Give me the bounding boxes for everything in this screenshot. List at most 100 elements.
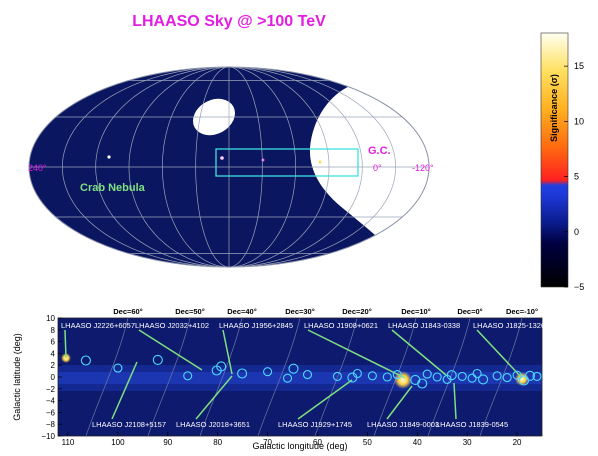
catalog-circle [332,371,342,381]
source-connector [64,329,67,359]
x-tick-label: 50 [363,438,372,447]
source-label-top: LHAASO J1956+2845 [219,321,293,330]
source-label-bottom: LHAASO J1849-0003 [367,420,439,429]
x-tick-label: 60 [313,438,322,447]
x-axis-label: Galactic longitude (deg) [252,441,347,451]
source-connector [111,361,138,420]
catalog-circle [302,370,313,380]
source-connector [453,382,457,420]
catalog-circle [282,373,293,383]
dec-line [85,318,129,436]
source-label-top: LHAASO J1825-1326 [473,321,545,330]
source-connector [476,329,523,379]
x-tick-label: 110 [62,438,75,447]
y-tick-label: −6 [46,408,56,417]
y-tick-label: 4 [51,349,56,358]
y-tick-label: 8 [51,326,56,335]
catalog-circle [442,374,452,384]
all-sky-map: LHAASO Sky @ >100 TeV G.C. Crab Nebula 2… [28,13,434,268]
sky-border [28,66,430,268]
catalog-circle [472,368,482,379]
gc-label: G.C. [368,145,391,157]
sky-hotspots [107,155,356,165]
dec-label: Dec=10° [401,307,430,316]
source-circle [80,355,91,366]
dec-label: Dec=20° [342,307,371,316]
catalog-circle [502,373,512,383]
source-connector [138,329,203,371]
colorbar-tick-label: 0 [574,227,579,237]
source-circle [417,378,428,389]
x-tick-label: 90 [163,438,172,447]
source-circle [478,374,489,385]
y-tick-label: −10 [41,432,55,441]
catalog-circle [392,370,402,380]
x-tick-label: 20 [513,438,522,447]
colorbar-tick-label: 10 [574,116,584,126]
y-tick-label: 0 [51,373,56,382]
dec-line [479,318,523,436]
dec-label: Dec=50° [175,307,204,316]
dec-label: Dec=60° [113,307,142,316]
source-label-top: LHAASO J2032+4102 [135,321,209,330]
dec-line [257,318,301,436]
x-tick-label: 70 [263,438,272,447]
dec-label: Dec=-10° [506,307,538,316]
y-tick-label: −2 [46,385,56,394]
source-label-bottom: LHAASO J2018+3651 [176,420,250,429]
catalog-circle [532,371,542,381]
catalog-circle [512,370,522,380]
source-connector [297,379,353,420]
lon-label-0: 0° [373,163,382,173]
dec-label: Dec=40° [227,307,256,316]
source-circle [288,363,299,374]
y-tick-label: 6 [51,338,56,347]
chart-title: LHAASO Sky @ >100 TeV [132,13,326,30]
catalog-circle [183,371,193,381]
galactic-plane-box [215,148,359,177]
lon-label-240: 240° [28,163,47,173]
catalog-circle [113,363,123,373]
y-tick-label: 2 [51,361,56,370]
dec-line [199,318,243,436]
crab-label: Crab Nebula [80,182,146,194]
colorbar-tick-label: 15 [574,61,584,71]
source-label-top: LHAASO J1843-0338 [388,321,460,330]
x-tick-label: 80 [213,438,222,447]
source-label-bottom: LHAASO J2108+5157 [92,420,166,429]
dec-label: Dec=30° [285,307,314,316]
y-tick-label: −8 [46,420,56,429]
y-tick-label: 10 [46,314,55,323]
source-label-bottom: LHAASO J1929+1745 [278,420,352,429]
source-connector [222,329,233,375]
catalog-circle [382,372,392,382]
source-label-top: LHAASO J1908+0621 [304,321,378,330]
fov-region [29,67,429,267]
source-label-top: LHAASO J2226+6057 [61,321,135,330]
dec-line [314,318,358,436]
catalog-circle [467,373,477,383]
dec-label: Dec=0° [457,307,482,316]
colorbar-label: Significance (σ) [549,74,559,142]
catalog-circle [457,371,467,381]
catalog-circle [367,371,377,381]
catalog-circle [352,368,362,379]
source-circle [524,370,536,381]
source-circle [152,354,163,365]
source-connector [307,329,406,379]
colorbar-tick-label: 5 [574,172,579,182]
source-connector [391,329,447,376]
source-label-bottom: LHAASO J1839-0545 [436,420,508,429]
galactic-plane-map: Dec=60° Dec=50° Dec=40° Dec=30° Dec=20° Dec=1… [12,307,545,451]
colorbar-tick-label: −5 [574,282,584,292]
source-circle [237,368,248,379]
catalog-circle [263,367,273,377]
catalog-circle [422,369,432,379]
catalog-circle [432,372,442,382]
dec-line [147,318,191,436]
colorbar-gradient [540,32,569,288]
catalog-circle [492,371,502,381]
y-axis-label: Galactic latitude (deg) [12,333,22,421]
y-tick-label: −4 [46,397,56,406]
x-tick-label: 30 [463,438,472,447]
